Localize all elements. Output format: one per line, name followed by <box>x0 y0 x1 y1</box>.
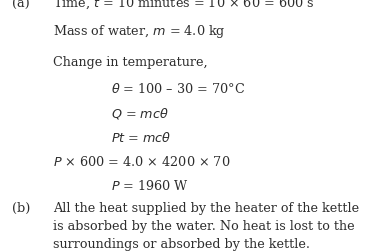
Text: Mass of water, $m$ = 4.0 kg: Mass of water, $m$ = 4.0 kg <box>53 23 225 40</box>
Text: (a): (a) <box>12 0 29 11</box>
Text: surroundings or absorbed by the kettle.: surroundings or absorbed by the kettle. <box>53 238 310 251</box>
Text: (b): (b) <box>12 202 30 215</box>
Text: $Pt$ = $mc\theta$: $Pt$ = $mc\theta$ <box>111 131 172 145</box>
Text: $\theta$ = 100 – 30 = 70°C: $\theta$ = 100 – 30 = 70°C <box>111 82 246 96</box>
Text: Change in temperature,: Change in temperature, <box>53 56 207 69</box>
Text: is absorbed by the water. No heat is lost to the: is absorbed by the water. No heat is los… <box>53 220 354 233</box>
Text: $P$ × 600 = 4.0 × 4200 × 70: $P$ × 600 = 4.0 × 4200 × 70 <box>53 155 230 169</box>
Text: Time, $t$ = 10 minutes = 10 × 60 = 600 s: Time, $t$ = 10 minutes = 10 × 60 = 600 s <box>53 0 314 11</box>
Text: $Q$ = $mc\theta$: $Q$ = $mc\theta$ <box>111 106 169 121</box>
Text: All the heat supplied by the heater of the kettle: All the heat supplied by the heater of t… <box>53 202 359 215</box>
Text: $P$ = 1960 W: $P$ = 1960 W <box>111 179 190 193</box>
